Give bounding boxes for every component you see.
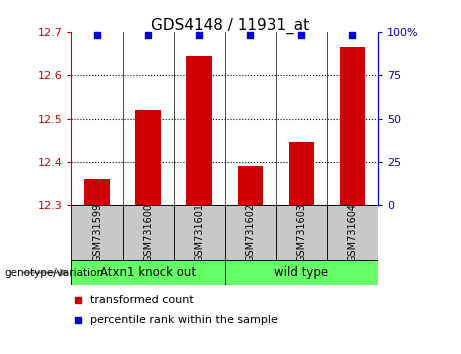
Bar (186, 56, 212, 205)
FancyBboxPatch shape (225, 260, 378, 285)
FancyBboxPatch shape (276, 205, 327, 260)
Text: Atxn1 knock out: Atxn1 knock out (100, 266, 196, 279)
Bar (84, 179, 110, 205)
Text: transformed count: transformed count (90, 295, 194, 306)
Bar (289, 142, 314, 205)
Text: percentile rank within the sample: percentile rank within the sample (90, 315, 278, 325)
Text: GDS4148 / 11931_at: GDS4148 / 11931_at (151, 18, 310, 34)
FancyBboxPatch shape (71, 205, 123, 260)
Text: GSM731600: GSM731600 (143, 203, 153, 262)
Text: wild type: wild type (274, 266, 328, 279)
Bar (237, 166, 263, 205)
Text: GSM731603: GSM731603 (296, 203, 307, 262)
FancyBboxPatch shape (71, 260, 225, 285)
FancyBboxPatch shape (225, 205, 276, 260)
FancyBboxPatch shape (123, 205, 174, 260)
Bar (340, 47, 365, 205)
Text: genotype/variation: genotype/variation (5, 268, 104, 278)
Text: GSM731602: GSM731602 (245, 203, 255, 262)
FancyBboxPatch shape (327, 205, 378, 260)
Text: GSM731601: GSM731601 (194, 203, 204, 262)
Text: GSM731599: GSM731599 (92, 203, 102, 262)
FancyBboxPatch shape (174, 205, 225, 260)
Bar (136, 110, 161, 205)
Text: GSM731604: GSM731604 (348, 203, 357, 262)
